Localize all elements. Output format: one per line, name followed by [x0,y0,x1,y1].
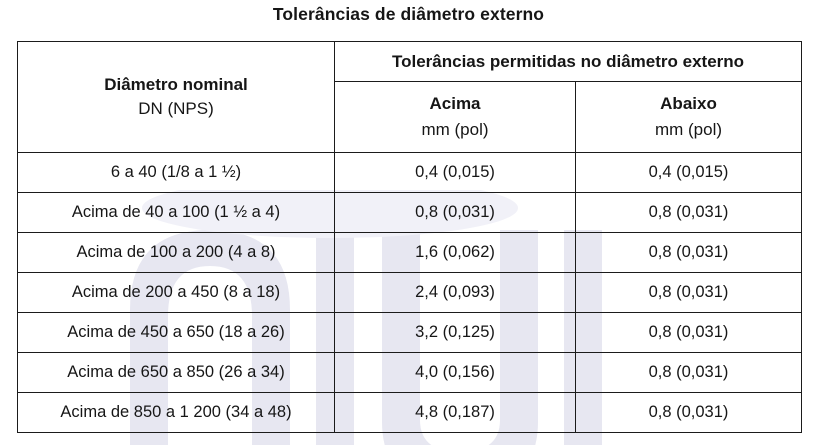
header-above-line1: Acima [429,94,481,114]
cell-tolerance-above: 1,6 (0,062) [334,232,576,273]
table-row: Acima de 100 a 200 (4 a 8) 1,6 (0,062) 0,8… [17,232,802,273]
cell-nominal-diameter: Acima de 40 a 100 (1 ½ a 4) [17,192,335,233]
table-row: Acima de 200 a 450 (8 a 18) 2,4 (0,093) 0,… [17,272,802,313]
header-nominal-diameter: Diâmetro nominal DN (NPS) [17,41,335,153]
cell-tolerance-above: 0,8 (0,031) [334,192,576,233]
cell-nominal-diameter: Acima de 100 a 200 (4 a 8) [17,232,335,273]
header-row-top: Diâmetro nominal DN (NPS) Tolerâncias pe… [17,41,802,153]
cell-nominal-diameter: 6 a 40 (1/8 a 1 ½) [17,152,335,193]
header-above-unit: mm (pol) [421,120,489,139]
header-row-sub: Acima mm (pol) Abaixo mm (pol) [18,81,802,153]
cell-tolerance-above: 0,4 (0,015) [334,152,576,193]
cell-tolerance-below: 0,8 (0,031) [575,312,802,353]
header-nominal-diameter-line1: Diâmetro nominal [104,74,248,94]
table-row: Acima de 850 a 1 200 (34 a 48) 4,8 (0,187… [17,392,802,433]
header-above: Acima mm (pol) [334,81,576,153]
table-body: 6 a 40 (1/8 a 1 ½) 0,4 (0,015) 0,4 (0,015)… [17,152,802,433]
header-nominal-diameter-line2: DN (NPS) [138,99,214,118]
header-allowed-tolerances: Tolerâncias permitidas no diâmetro exter… [334,41,802,82]
cell-nominal-diameter: Acima de 200 a 450 (8 a 18) [17,272,335,313]
table-row: Acima de 40 a 100 (1 ½ a 4) 0,8 (0,031) 0,… [17,192,802,233]
table-row: 6 a 40 (1/8 a 1 ½) 0,4 (0,015) 0,4 (0,015) [17,152,802,193]
cell-tolerance-below: 0,8 (0,031) [575,232,802,273]
cell-tolerance-below: 0,4 (0,015) [575,152,802,193]
header-below: Abaixo mm (pol) [575,81,802,153]
cell-tolerance-above: 4,0 (0,156) [334,352,576,393]
cell-tolerance-below: 0,8 (0,031) [575,272,802,313]
table-row: Acima de 650 a 850 (26 a 34) 4,0 (0,156) 0… [17,352,802,393]
cell-tolerance-below: 0,8 (0,031) [575,192,802,233]
cell-nominal-diameter: Acima de 650 a 850 (26 a 34) [17,352,335,393]
table-header: Diâmetro nominal DN (NPS) Tolerâncias pe… [17,41,802,153]
cell-nominal-diameter: Acima de 450 a 650 (18 a 26) [17,312,335,353]
cell-tolerance-above: 4,8 (0,187) [334,392,576,433]
header-below-line1: Abaixo [660,94,717,114]
tolerance-table: Diâmetro nominal DN (NPS) Tolerâncias pe… [17,41,802,433]
cell-tolerance-below: 0,8 (0,031) [575,392,802,433]
cell-tolerance-below: 0,8 (0,031) [575,352,802,393]
cell-nominal-diameter: Acima de 850 a 1 200 (34 a 48) [17,392,335,433]
header-below-unit: mm (pol) [654,120,723,139]
cell-tolerance-above: 3,2 (0,125) [334,312,576,353]
table-row: Acima de 450 a 650 (18 a 26) 3,2 (0,125) 0… [17,312,802,353]
page-title: Tolerâncias de diâmetro externo [272,4,545,24]
cell-tolerance-above: 2,4 (0,093) [334,272,576,313]
